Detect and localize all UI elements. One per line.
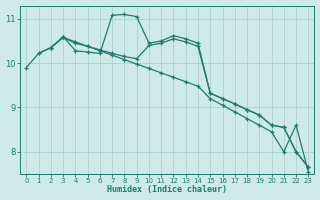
X-axis label: Humidex (Indice chaleur): Humidex (Indice chaleur): [107, 185, 227, 194]
